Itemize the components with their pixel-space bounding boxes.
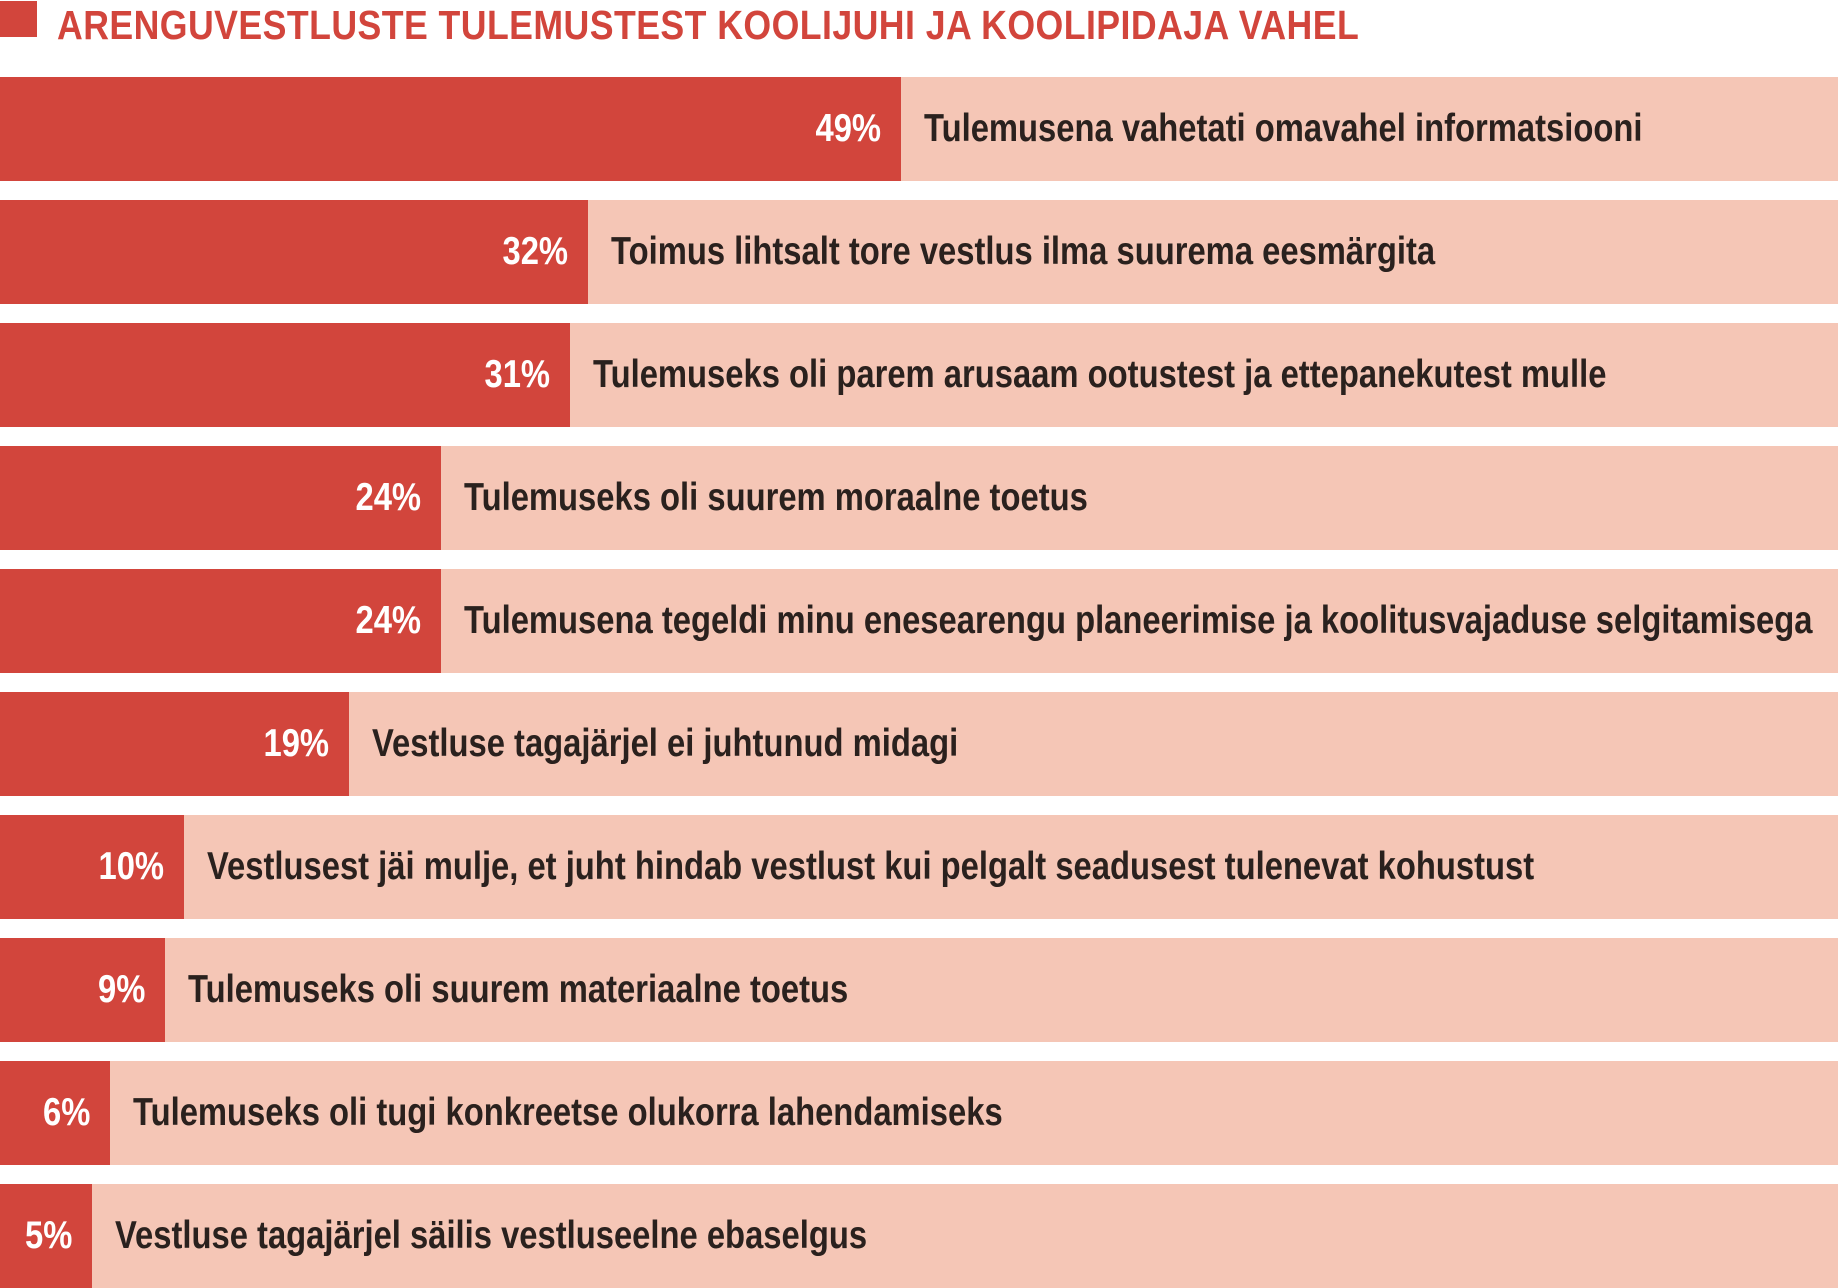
bar-category-label: Toimus lihtsalt tore vestlus ilma suurem… — [611, 230, 1436, 273]
bar-value-label: 10% — [98, 845, 164, 888]
bar-segment: 24% — [0, 446, 442, 550]
bar-category-label: Tulemuseks oli suurem moraalne toetus — [464, 476, 1088, 519]
bar-value-label: 31% — [484, 353, 550, 396]
bar-segment: 9% — [0, 938, 166, 1042]
bar-row: 24% Tulemuseks oli suurem moraalne toetu… — [0, 446, 1838, 550]
bar-value-label: 24% — [355, 599, 422, 642]
bar-value-label: 19% — [263, 722, 330, 765]
bar-row: 9% Tulemuseks oli suurem materiaalne toe… — [0, 938, 1838, 1042]
title-square-bullet-icon — [0, 1, 37, 37]
bar-category-label: Tulemusena tegeldi minu enesearengu plan… — [464, 599, 1813, 642]
bar-category-label: Tulemuseks oli tugi konkreetse olukorra … — [133, 1091, 1003, 1134]
bar-row: 32% Toimus lihtsalt tore vestlus ilma su… — [0, 200, 1838, 304]
bar-category-label: Tulemusena vahetati omavahel informatsio… — [923, 107, 1643, 150]
bar-value-label: 9% — [98, 968, 146, 1011]
bar-row: 5% Vestluse tagajärjel säilis vestluseel… — [0, 1184, 1838, 1288]
page-title: ARENGUVESTLUSTE TULEMUSTEST KOOLIJUHI JA… — [57, 2, 1360, 48]
bar-value-label: 24% — [355, 476, 422, 519]
bar-segment: 6% — [0, 1061, 111, 1165]
bar-row: 31% Tulemuseks oli parem arusaam ootuste… — [0, 323, 1838, 427]
bar-value-label: 49% — [815, 107, 881, 150]
bar-segment: 19% — [0, 692, 350, 796]
bar-row: 49% Tulemusena vahetati omavahel informa… — [0, 77, 1838, 181]
bar-chart: 49% Tulemusena vahetati omavahel informa… — [0, 77, 1838, 1288]
bar-segment: 32% — [0, 200, 589, 304]
bar-row: 10% Vestlusest jäi mulje, et juht hindab… — [0, 815, 1838, 919]
bar-segment: 5% — [0, 1184, 92, 1288]
bar-row: 24% Tulemusena tegeldi minu enesearengu … — [0, 569, 1838, 673]
bar-segment: 24% — [0, 569, 442, 673]
bar-segment: 10% — [0, 815, 184, 919]
bar-row: 19% Vestluse tagajärjel ei juhtunud mida… — [0, 692, 1838, 796]
bar-category-label: Tulemuseks oli suurem materiaalne toetus — [188, 968, 849, 1011]
bar-value-label: 32% — [502, 230, 569, 273]
bar-value-label: 5% — [24, 1214, 72, 1257]
bar-category-label: Vestluse tagajärjel säilis vestluseelne … — [114, 1214, 867, 1257]
chart-header: ARENGUVESTLUSTE TULEMUSTEST KOOLIJUHI JA… — [0, 0, 1838, 77]
bar-segment: 49% — [0, 77, 901, 181]
bar-category-label: Tulemuseks oli parem arusaam ootustest j… — [592, 353, 1607, 396]
bar-value-label: 6% — [42, 1091, 91, 1134]
bar-category-label: Vestlusest jäi mulje, et juht hindab ves… — [206, 845, 1534, 888]
bar-segment: 31% — [0, 323, 570, 427]
bar-row: 6% Tulemuseks oli tugi konkreetse olukor… — [0, 1061, 1838, 1165]
bar-category-label: Vestluse tagajärjel ei juhtunud midagi — [372, 722, 959, 765]
